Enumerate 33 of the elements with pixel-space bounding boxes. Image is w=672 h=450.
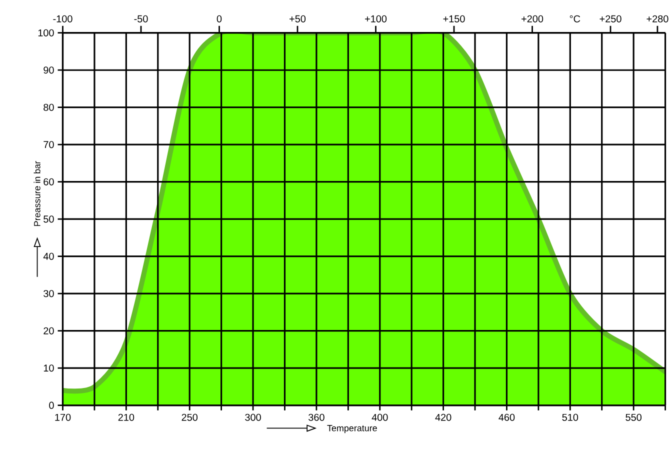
- y-tick-label: 50: [44, 215, 54, 223]
- y-tick-label: 100: [38, 29, 54, 36]
- y-tick-label: 40: [43, 252, 54, 260]
- y-tick-label: 80: [44, 104, 54, 111]
- x-tick-label: 170: [55, 414, 71, 421]
- x-tick-label: 420: [435, 414, 452, 421]
- y-tick-label: 10: [44, 364, 54, 372]
- y-tick-label: 0: [49, 402, 54, 409]
- x2-tick-label: +50: [290, 15, 306, 22]
- y-tick-label: 20: [44, 327, 54, 334]
- x2-tick-label: 0: [216, 15, 222, 22]
- x-tick-label: 550: [626, 414, 642, 421]
- x-tick-label: 250: [182, 414, 198, 421]
- x2-axis-title: °C: [570, 15, 580, 22]
- x-axis-title: Temperature: [327, 424, 377, 433]
- x-tick-label: 460: [498, 414, 515, 421]
- x2-tick-label: -100: [53, 15, 72, 22]
- x2-tick-label: -50: [134, 15, 148, 22]
- x2-tick-label: +250: [600, 15, 622, 22]
- y-tick-label: 70: [44, 141, 54, 148]
- y-tick-label: 60: [44, 178, 54, 186]
- x2-tick-label: +200: [522, 15, 544, 22]
- x2-tick-label: +280: [646, 15, 668, 22]
- x-tick-label: 400: [372, 414, 388, 421]
- y-tick-label: 30: [44, 290, 54, 298]
- x-tick-label: 300: [245, 414, 261, 421]
- x-tick-label: 360: [308, 414, 324, 421]
- x-tick-label: 510: [562, 414, 578, 421]
- y-tick-label: 90: [44, 66, 54, 74]
- x-tick-label: 210: [118, 414, 134, 421]
- x2-tick-label: +100: [365, 15, 387, 22]
- y-axis-title: Preassure in bar: [34, 160, 40, 226]
- x2-tick-label: +150: [443, 15, 465, 22]
